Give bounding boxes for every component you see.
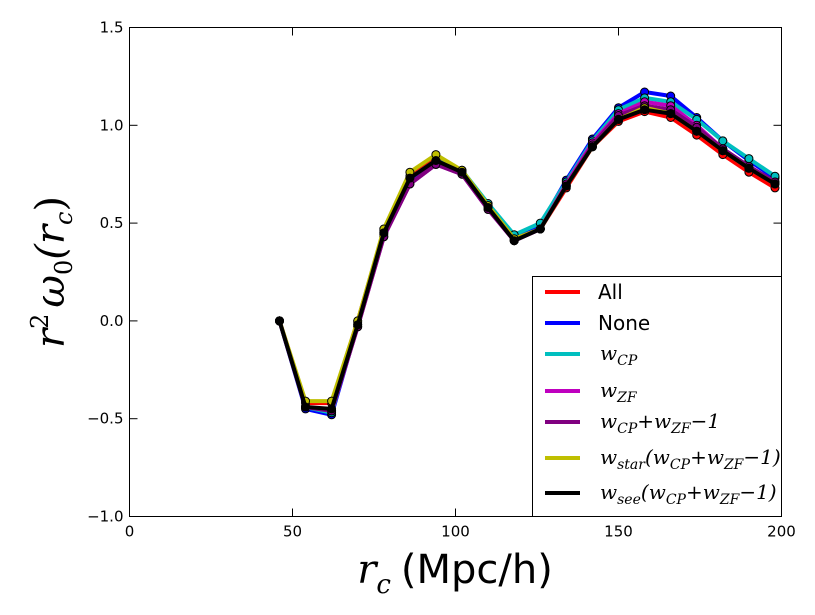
y-tick-label: −0.5 [87,410,123,428]
point-wsee-2 [327,404,337,414]
x-tick-label: 0 [125,523,135,541]
y-tick-label: −1.0 [87,508,123,526]
x-axis-ticks: 0 50 100 150 200 [125,27,796,541]
point-wsee-8 [483,203,493,212]
legend-label-wzf: wZF [600,378,638,406]
point-wsee-5 [405,173,415,183]
y-tick-label: 0.5 [100,214,124,232]
point-wsee-4 [379,228,389,238]
y-tick-label: 0.0 [100,312,124,330]
x-tick-label: 50 [283,523,302,541]
y-tick-label: 1.0 [100,116,124,134]
legend-label-wstar: wstar(wCP+wZF−1) [600,445,781,473]
series-layer [275,87,780,420]
legend-box [532,276,782,517]
point-wsee-10 [535,224,545,234]
y-tick-label: 1.5 [100,19,124,37]
point-wsee-11 [561,181,571,191]
point-wsee-12 [587,142,597,152]
point-wsee-19 [770,179,780,189]
point-wsee-18 [744,163,754,173]
point-wsee-1 [301,402,310,412]
point-wsee-16 [692,126,702,136]
point-wsee-3 [353,320,363,330]
x-tick-label: 100 [441,523,470,541]
point-wsee-13 [614,114,623,124]
legend-label-wsee: wsee(wCP+wZF−1) [600,480,777,508]
point-wsee-15 [666,109,676,119]
point-wsee-7 [457,167,467,177]
point-wsee-14 [640,105,650,115]
point-wsee-9 [509,236,519,246]
x-tick-label: 200 [767,523,796,541]
point-wsee-0 [275,316,284,326]
legend-label-none: None [598,311,650,335]
point-wcp-18 [744,154,754,164]
point-wsee-17 [718,146,728,156]
x-axis-label: rc (Mpc/h) [357,547,553,600]
y-axis-label: r2ω0(rc) [26,196,78,348]
series-line-wsee [277,107,777,411]
legend-label-wcpzf: wCP+wZF−1 [600,409,720,437]
point-wsee-6 [431,156,441,165]
legend: All None wCP wZF wCP+wZF−1 wstar(wCP+wZF… [532,276,782,517]
legend-label-all: All [598,280,623,304]
legend-label-wcp: wCP [600,341,638,369]
x-tick-label: 150 [604,523,633,541]
